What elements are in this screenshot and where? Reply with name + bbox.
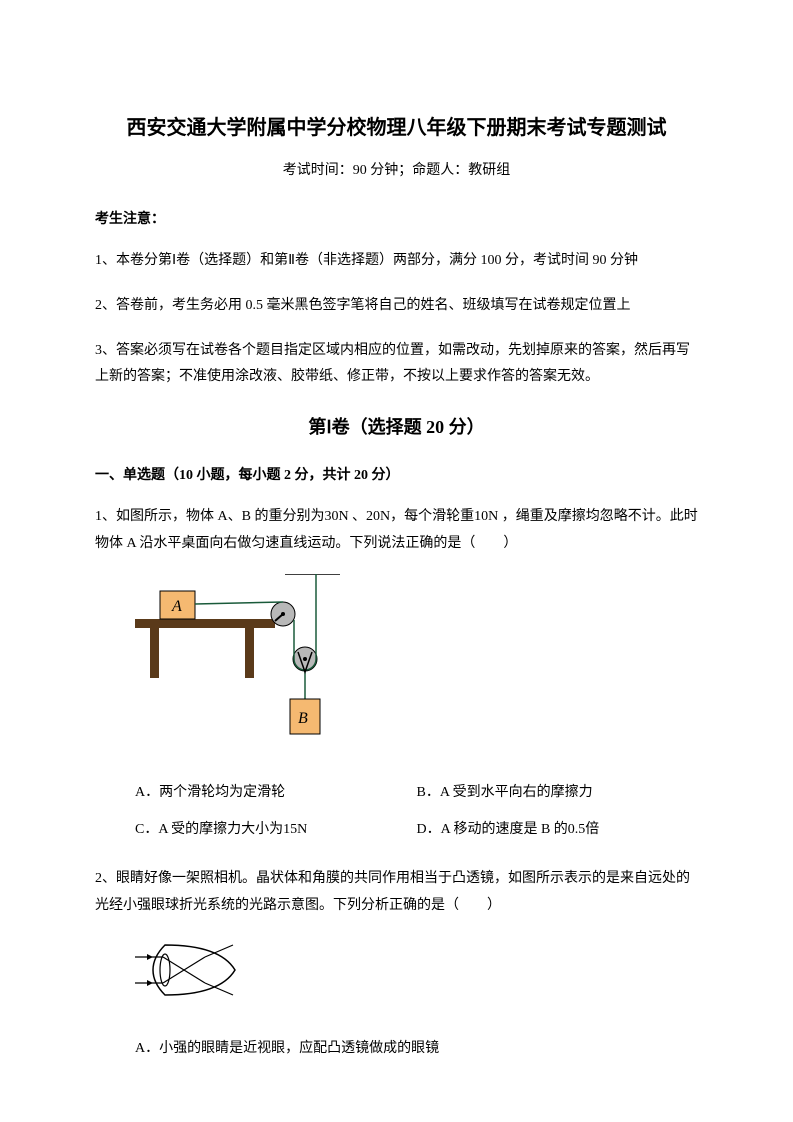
question-2-text: 2、眼睛好像一架照相机。晶状体和角膜的共同作用相当于凸透镜，如图所示表示的是来自… (95, 866, 698, 919)
arrow-top (147, 954, 153, 960)
q1-option-a: A．两个滑轮均为定滑轮 (135, 774, 417, 811)
block-b-label: B (298, 710, 308, 727)
section1-header: 第Ⅰ卷（选择题 20 分） (95, 411, 698, 443)
q1-option-d: D．A 移动的速度是 B 的0.5倍 (417, 811, 699, 848)
question-1-diagram: A B (135, 574, 698, 758)
table-leg-left (150, 628, 159, 678)
notice-item-1: 1、本卷分第Ⅰ卷（选择题）和第Ⅱ卷（非选择题）两部分，满分 100 分，考试时间… (95, 248, 698, 275)
question-2-diagram (135, 935, 698, 1014)
q1-option-c: C．A 受的摩擦力大小为15N (135, 811, 417, 848)
section1-subsection: 一、单选题（10 小题，每小题 2 分，共计 20 分） (95, 463, 698, 488)
table-top (135, 619, 275, 628)
rope-a-to-pulley (195, 602, 283, 604)
exam-subtitle: 考试时间：90 分钟；命题人：教研组 (95, 158, 698, 183)
notice-item-2: 2、答卷前，考生务必用 0.5 毫米黑色签字笔将自己的姓名、班级填写在试卷规定位… (95, 293, 698, 320)
question-1-options: A．两个滑轮均为定滑轮 B．A 受到水平向右的摩擦力 C．A 受的摩擦力大小为1… (95, 774, 698, 848)
notice-header: 考生注意： (95, 207, 698, 232)
eye-outline (153, 945, 235, 995)
q2-option-a: A．小强的眼睛是近视眼，应配凸透镜做成的眼镜 (95, 1030, 698, 1067)
q1-option-b: B．A 受到水平向右的摩擦力 (417, 774, 699, 811)
table-leg-right (245, 628, 254, 678)
question-1-text: 1、如图所示，物体 A、B 的重分别为30N 、20N，每个滑轮重10N ，绳重… (95, 504, 698, 557)
notice-item-3: 3、答案必须写在试卷各个题目指定区域内相应的位置，如需改动，先划掉原来的答案，然… (95, 338, 698, 391)
arrow-bottom (147, 980, 153, 986)
exam-title: 西安交通大学附属中学分校物理八年级下册期末考试专题测试 (95, 110, 698, 146)
block-a-label: A (171, 598, 182, 615)
